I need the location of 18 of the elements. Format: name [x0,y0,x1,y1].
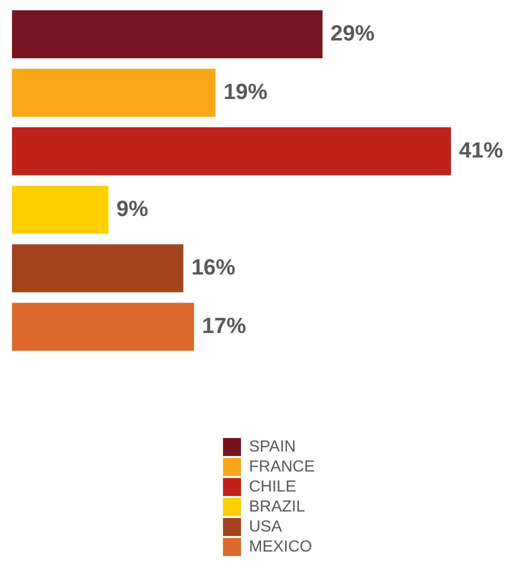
legend-label: USA [249,518,282,536]
data-label: 19% [223,78,268,104]
legend-label: FRANCE [249,458,315,476]
data-label: 17% [202,312,246,338]
bar [12,10,323,58]
data-label: 9% [116,196,148,221]
legend-label: MEXICO [249,538,312,556]
bar [12,302,194,351]
data-label: 16% [191,254,236,280]
bar [12,68,216,117]
bar [12,244,184,292]
legend-label: SPAIN [249,438,296,456]
legend-label: CHILE [249,478,296,496]
bar [12,127,451,176]
bar [12,186,108,234]
legend-label: BRAZIL [249,498,306,516]
data-label: 41% [459,137,504,162]
data-label: 29% [330,20,375,46]
